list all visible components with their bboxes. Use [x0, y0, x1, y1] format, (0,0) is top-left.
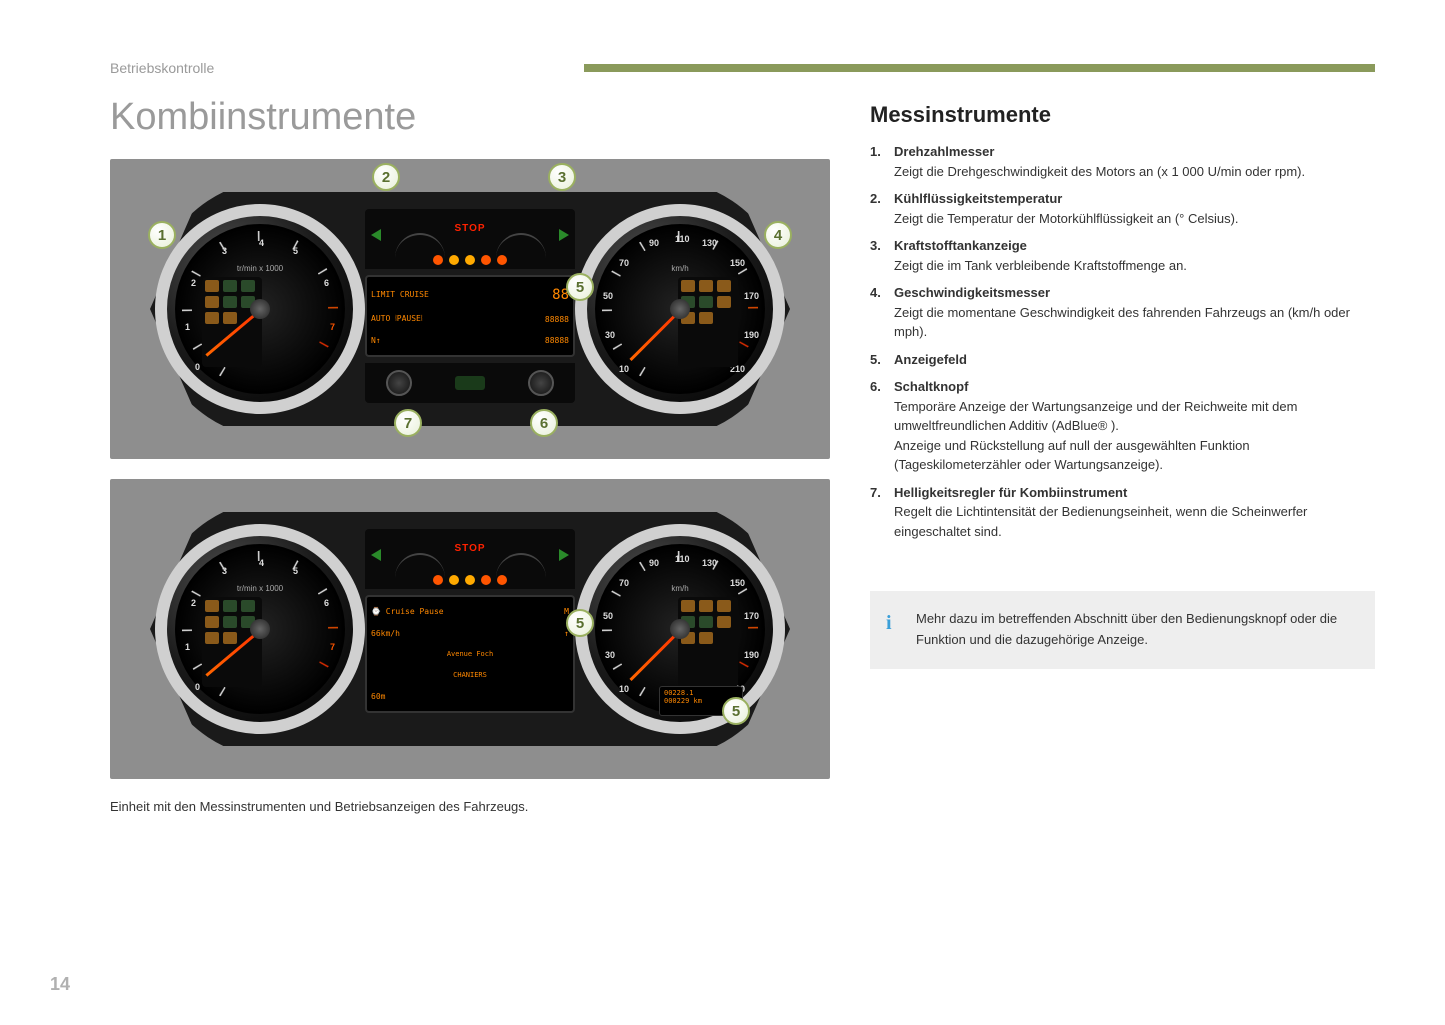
- page-number: 14: [50, 974, 70, 995]
- turn-right-icon: [559, 549, 569, 561]
- instrument-number: 1.: [870, 142, 894, 181]
- speedometer-gauge: 10 30 50 70 90 110 130 150 170 190 210 k…: [575, 204, 785, 414]
- instrument-number: 3.: [870, 236, 894, 275]
- callout-5: 5: [566, 609, 594, 637]
- kmh-label: km/h: [671, 264, 688, 273]
- callout-2: 2: [372, 163, 400, 191]
- right-column: Messinstrumente 1.DrehzahlmesserZeigt di…: [870, 96, 1375, 814]
- callout-7: 7: [394, 409, 422, 437]
- reset-knob[interactable]: [528, 370, 554, 396]
- instrument-number: 4.: [870, 283, 894, 342]
- brightness-knob[interactable]: [386, 370, 412, 396]
- instrument-cluster: 0 1 2 3 4 5 6 7 tr/min x 1000: [150, 179, 790, 439]
- callout-1: 1: [148, 221, 176, 249]
- info-icon: i: [886, 607, 892, 639]
- instrument-name: Anzeigefeld: [894, 350, 1375, 370]
- center-panel-2: ⌚ Cruise PauseM 66km/h↑ Avenue Foch CHAN…: [365, 529, 575, 729]
- callout-5: 5: [722, 697, 750, 725]
- control-row: [365, 363, 575, 403]
- tachometer-gauge-2: 0 1 2 3 4 5 6 7 tr/min x 1000: [155, 524, 365, 734]
- tachometer-gauge: 0 1 2 3 4 5 6 7 tr/min x 1000: [155, 204, 365, 414]
- instrument-name: Schaltknopf: [894, 377, 1375, 397]
- speedometer-gauge-2: 10 30 50 70 90 110 130 150 170 190 210 k…: [575, 524, 785, 734]
- caption: Einheit mit den Messinstrumenten und Bet…: [110, 799, 830, 814]
- section-label: Betriebskontrolle: [110, 60, 214, 76]
- left-column: Kombiinstrumente 0 1 2 3 4 5 6 7: [110, 96, 830, 814]
- instrument-number: 6.: [870, 377, 894, 475]
- instrument-item: 6.SchaltknopfTemporäre Anzeige der Wartu…: [870, 377, 1375, 475]
- instrument-number: 7.: [870, 483, 894, 542]
- nav-display: ⌚ Cruise PauseM 66km/h↑ Avenue Foch CHAN…: [365, 595, 575, 713]
- instrument-name: Helligkeitsregler für Kombiinstrument: [894, 483, 1375, 503]
- instrument-item: 3.KraftstofftankanzeigeZeigt die im Tank…: [870, 236, 1375, 275]
- page-title: Kombiinstrumente: [110, 96, 830, 139]
- turn-right-icon: [559, 229, 569, 241]
- instrument-item: 5.Anzeigefeld: [870, 350, 1375, 370]
- info-text: Mehr dazu im betreffenden Abschnitt über…: [916, 611, 1337, 647]
- instrument-item: 2.KühlflüssigkeitstemperaturZeigt die Te…: [870, 189, 1375, 228]
- callout-5: 5: [566, 273, 594, 301]
- instrument-desc: Regelt die Lichtintensität der Bedienung…: [894, 502, 1375, 541]
- header: Betriebskontrolle: [110, 60, 1375, 76]
- turn-left-icon: [371, 229, 381, 241]
- instrument-desc: Temporäre Anzeige der Wartungsanzeige un…: [894, 397, 1375, 436]
- dashboard-image-1: 0 1 2 3 4 5 6 7 tr/min x 1000: [110, 159, 830, 459]
- warning-lights-right: [678, 277, 738, 367]
- turn-left-icon: [371, 549, 381, 561]
- instruments-heading: Messinstrumente: [870, 102, 1375, 128]
- instruments-list: 1.DrehzahlmesserZeigt die Drehgeschwindi…: [870, 142, 1375, 541]
- content: Kombiinstrumente 0 1 2 3 4 5 6 7: [110, 96, 1375, 814]
- center-panel: LIMIT CRUISE88 AUTO ⦚PAUSE⦚88888 N↑88888: [365, 209, 575, 409]
- info-display: LIMIT CRUISE88 AUTO ⦚PAUSE⦚88888 N↑88888: [365, 275, 575, 357]
- instrument-name: Kraftstofftankanzeige: [894, 236, 1375, 256]
- aux-gauges: [365, 209, 575, 269]
- callout-6: 6: [530, 409, 558, 437]
- info-box: i Mehr dazu im betreffenden Abschnitt üb…: [870, 591, 1375, 669]
- instrument-number: 5.: [870, 350, 894, 370]
- accent-bar: [584, 64, 1375, 72]
- instrument-name: Drehzahlmesser: [894, 142, 1375, 162]
- instrument-desc: Zeigt die Drehgeschwindigkeit des Motors…: [894, 162, 1375, 182]
- instrument-desc: Zeigt die Temperatur der Motorkühlflüssi…: [894, 209, 1375, 229]
- instrument-name: Geschwindigkeitsmesser: [894, 283, 1375, 303]
- instrument-item: 7.Helligkeitsregler für KombiinstrumentR…: [870, 483, 1375, 542]
- callout-4: 4: [764, 221, 792, 249]
- instrument-name: Kühlflüssigkeitstemperatur: [894, 189, 1375, 209]
- instrument-item: 1.DrehzahlmesserZeigt die Drehgeschwindi…: [870, 142, 1375, 181]
- callout-3: 3: [548, 163, 576, 191]
- instrument-number: 2.: [870, 189, 894, 228]
- eco-indicator: [455, 376, 485, 390]
- instrument-cluster-2: 0 1 2 3 4 5 6 7 tr/min x 1000: [150, 499, 790, 759]
- instrument-desc: Zeigt die momentane Geschwindigkeit des …: [894, 303, 1375, 342]
- rpm-label: tr/min x 1000: [237, 264, 283, 273]
- instrument-desc: Zeigt die im Tank verbleibende Kraftstof…: [894, 256, 1375, 276]
- dashboard-image-2: 0 1 2 3 4 5 6 7 tr/min x 1000: [110, 479, 830, 779]
- instrument-desc: Anzeige und Rückstellung auf null der au…: [894, 436, 1375, 475]
- instrument-item: 4.GeschwindigkeitsmesserZeigt die moment…: [870, 283, 1375, 342]
